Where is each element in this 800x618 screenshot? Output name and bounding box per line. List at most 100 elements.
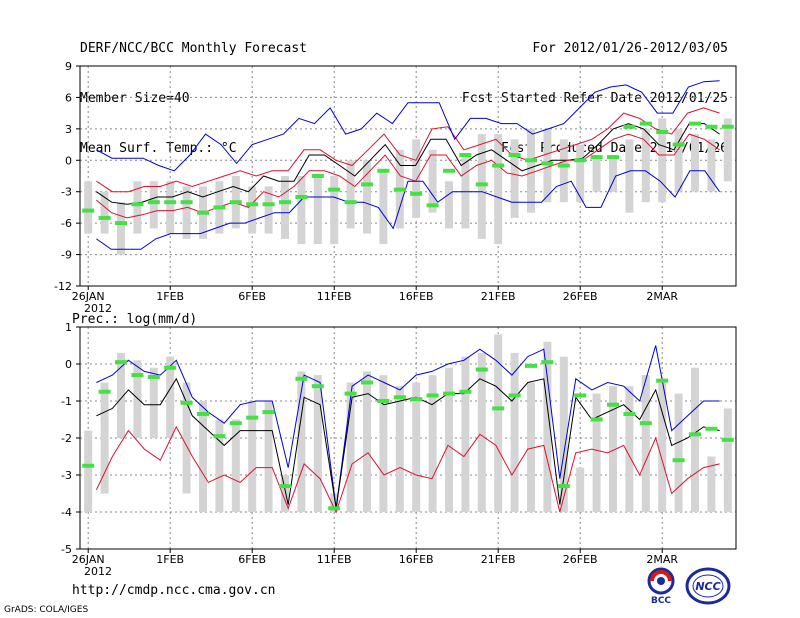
- temp-median-25: [475, 182, 488, 187]
- temp-xtick-label: 21FEB: [481, 290, 516, 303]
- precip-median-2: [98, 389, 111, 394]
- temp-box-38: [691, 134, 699, 192]
- precip-median-22: [426, 393, 439, 398]
- precip-median-15: [311, 384, 324, 389]
- precip-line-lower: [95, 425, 720, 514]
- temp-box-31: [576, 144, 585, 203]
- precip-box-39: [707, 456, 716, 512]
- precip-box-24: [461, 356, 470, 512]
- precip-median-14: [295, 376, 308, 381]
- temp-median-36: [656, 130, 669, 134]
- precip-median-17: [344, 391, 357, 396]
- grads-credit: GrADS: COLA/IGES: [4, 605, 89, 615]
- precip-box-20: [395, 386, 404, 512]
- temp-box-15: [313, 176, 322, 245]
- temp-box-23: [445, 181, 453, 229]
- precip-box-32: [592, 393, 601, 512]
- precip-ytick-label: -2: [61, 432, 72, 445]
- temp-xtick-label: 26FEB: [563, 290, 598, 303]
- precip-median-37: [672, 458, 685, 463]
- temp-box-28: [527, 128, 535, 213]
- precip-median-35: [639, 421, 652, 426]
- precip-box-23: [445, 367, 453, 512]
- temp-median-39: [705, 124, 718, 129]
- precip-median-1: [82, 463, 95, 468]
- precip-box-5: [149, 367, 158, 438]
- precip-median-16: [328, 506, 341, 511]
- temp-ytick-label: 6: [65, 91, 72, 104]
- precip-box-7: [182, 382, 191, 494]
- precip-ytick-label: -5: [61, 543, 72, 556]
- precip-median-5: [147, 374, 160, 379]
- precip-box-40: [723, 408, 732, 512]
- temp-box-16: [330, 176, 339, 245]
- temp-median-16: [328, 187, 341, 192]
- temp-median-9: [213, 205, 226, 210]
- temp-box-29: [543, 128, 552, 203]
- precip-box-6: [166, 356, 175, 438]
- precip-xtick-label: 6FEB: [238, 553, 266, 566]
- precip-box-31: [576, 467, 585, 512]
- temp-ytick-label: 0: [65, 154, 72, 167]
- forecast-started-date: Fcst Started Refer Date 2012/01/25: [461, 91, 728, 106]
- precip-median-20: [393, 395, 406, 400]
- precip-median-7: [180, 400, 193, 405]
- temp-median-13: [279, 200, 291, 205]
- temp-median-3: [115, 221, 127, 226]
- temp-median-5: [147, 200, 160, 205]
- precip-xtick-label: 11FEB: [317, 553, 352, 566]
- temp-median-17: [344, 200, 357, 205]
- precip-median-13: [279, 484, 291, 489]
- temp-ytick-label: -3: [61, 186, 72, 199]
- precip-median-21: [410, 397, 423, 402]
- precip-box-15: [313, 375, 322, 512]
- precip-box-12: [264, 401, 273, 512]
- precip-xtick-label: 26JAN: [72, 553, 105, 566]
- temp-median-30: [557, 163, 570, 168]
- precip-line-ensemble-mean: [96, 377, 720, 509]
- temp-box-5: [149, 181, 158, 229]
- precip-median-3: [115, 360, 127, 365]
- precip-box-3: [117, 352, 125, 438]
- precip-box-4: [133, 360, 142, 438]
- temp-median-37: [672, 142, 685, 147]
- temp-median-29: [541, 161, 554, 166]
- precip-median-8: [197, 411, 209, 416]
- temp-box-12: [264, 186, 273, 234]
- precip-median-31: [574, 393, 587, 398]
- precip-ytick-label: 1: [65, 321, 72, 334]
- precip-xtick-label: 1FEB: [156, 553, 184, 566]
- temp-line-ensemble-mean: [96, 123, 720, 205]
- temp-ytick-label: 3: [65, 123, 72, 136]
- precip-median-18: [361, 380, 373, 385]
- temp-median-18: [361, 182, 373, 187]
- temp-box-21: [412, 139, 421, 218]
- temp-median-34: [623, 124, 636, 129]
- temp-box-13: [281, 176, 289, 239]
- precip-median-40: [721, 437, 734, 442]
- precip-median-12: [262, 410, 275, 415]
- precip-box-21: [412, 382, 421, 512]
- temp-box-4: [133, 181, 142, 234]
- precip-box-26: [494, 334, 503, 512]
- temp-box-27: [510, 139, 519, 218]
- temp-median-32: [590, 155, 603, 160]
- precip-box-36: [658, 382, 667, 512]
- precip-median-32: [590, 417, 603, 422]
- temp-median-23: [443, 168, 455, 173]
- temp-xtick-label: 1FEB: [156, 290, 184, 303]
- temp-line-upper-inner: [96, 107, 720, 193]
- footer-url[interactable]: http://cmdp.ncc.cma.gov.cn: [72, 583, 276, 598]
- precip-xtick-label: 2MAR: [646, 553, 678, 566]
- temp-median-14: [295, 194, 308, 199]
- temp-ytick-label: -9: [61, 249, 72, 262]
- temp-median-38: [689, 121, 701, 126]
- precip-box-8: [199, 401, 207, 512]
- variable-label: Mean Surf. Temp.: °C: [80, 141, 237, 156]
- temp-box-6: [166, 181, 175, 234]
- temp-box-3: [117, 202, 125, 255]
- temp-ytick-label: 9: [65, 60, 72, 73]
- precip-box-14: [297, 371, 306, 512]
- precip-box-11: [248, 401, 257, 512]
